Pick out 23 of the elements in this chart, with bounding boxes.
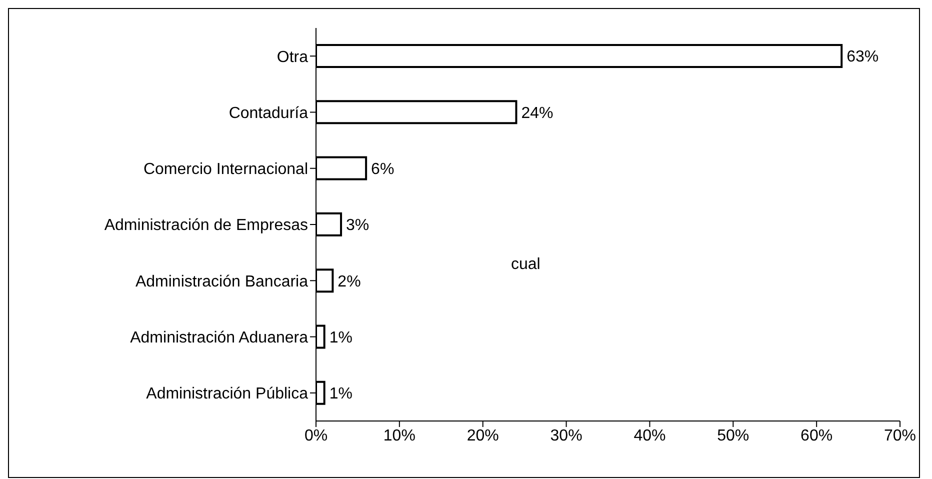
- annotation: cual: [511, 256, 540, 274]
- y-tick-label: Administración de Empresas: [104, 217, 308, 234]
- y-tick-label: Otra: [276, 48, 308, 66]
- data-label: 1%: [329, 329, 352, 346]
- x-tick-label: 30%: [550, 427, 582, 444]
- x-tick-label: 40%: [634, 427, 666, 444]
- y-tick-label: Administración Pública: [146, 386, 308, 403]
- x-tick-label: 10%: [383, 427, 416, 444]
- y-tick-label: Comercio Internacional: [143, 161, 308, 178]
- y-tick-label: Contaduría: [228, 104, 308, 122]
- data-label: 6%: [371, 160, 394, 178]
- data-label: 3%: [346, 217, 370, 234]
- data-label: 1%: [329, 386, 352, 403]
- data-label: 2%: [338, 273, 361, 290]
- data-label: 24%: [521, 104, 554, 122]
- data-label: 63%: [846, 48, 879, 66]
- x-tick-label: 70%: [884, 427, 916, 444]
- x-tick-label: 20%: [466, 427, 499, 444]
- x-tick-label: 0%: [304, 427, 328, 444]
- x-tick-label: 50%: [717, 427, 750, 444]
- x-tick-label: 60%: [800, 427, 833, 444]
- y-tick-label: Administración Aduanera: [130, 329, 308, 346]
- y-tick-label: Administración Bancaria: [135, 273, 308, 290]
